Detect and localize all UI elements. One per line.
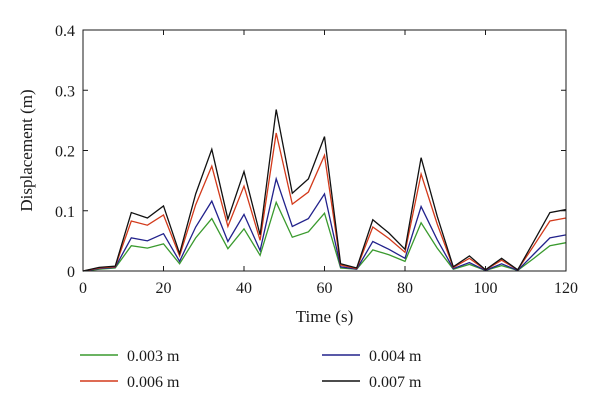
legend: 0.003 m 0.006 m 0.004 m 0.007 m (80, 348, 422, 391)
x-tick-label: 80 (397, 280, 413, 297)
series-line-0007 (82, 109, 567, 272)
x-tick-label: 20 (156, 280, 172, 297)
series-line-0006 (82, 132, 567, 272)
series-line-0004 (82, 176, 567, 272)
y-tick-label: 0.3 (55, 83, 75, 100)
y-axis-label: Displacement (m) (17, 89, 36, 211)
plot-lines (82, 109, 567, 272)
x-tick-label: 100 (474, 280, 498, 297)
plot-frame (82, 29, 567, 272)
y-tick-label: 0.1 (55, 204, 75, 221)
y-tick-label: 0.2 (55, 144, 75, 161)
axis-labels: Time (s) Displacement (m) (17, 89, 353, 326)
x-tick-label: 60 (317, 280, 333, 297)
y-tick-label: 0.4 (55, 23, 75, 40)
legend-label: 0.004 m (369, 348, 422, 365)
x-tick-label: 120 (554, 280, 578, 297)
x-tick-label: 40 (236, 280, 252, 297)
axis-ticks: 0 20 40 60 80 100 120 0 0.1 0.2 0.3 0.4 (55, 23, 578, 297)
x-axis-label: Time (s) (296, 307, 353, 326)
legend-label: 0.007 m (369, 374, 422, 391)
legend-label: 0.003 m (127, 348, 180, 365)
legend-label: 0.006 m (127, 374, 180, 391)
y-tick-label: 0 (67, 264, 75, 281)
x-tick-label: 0 (79, 280, 87, 297)
